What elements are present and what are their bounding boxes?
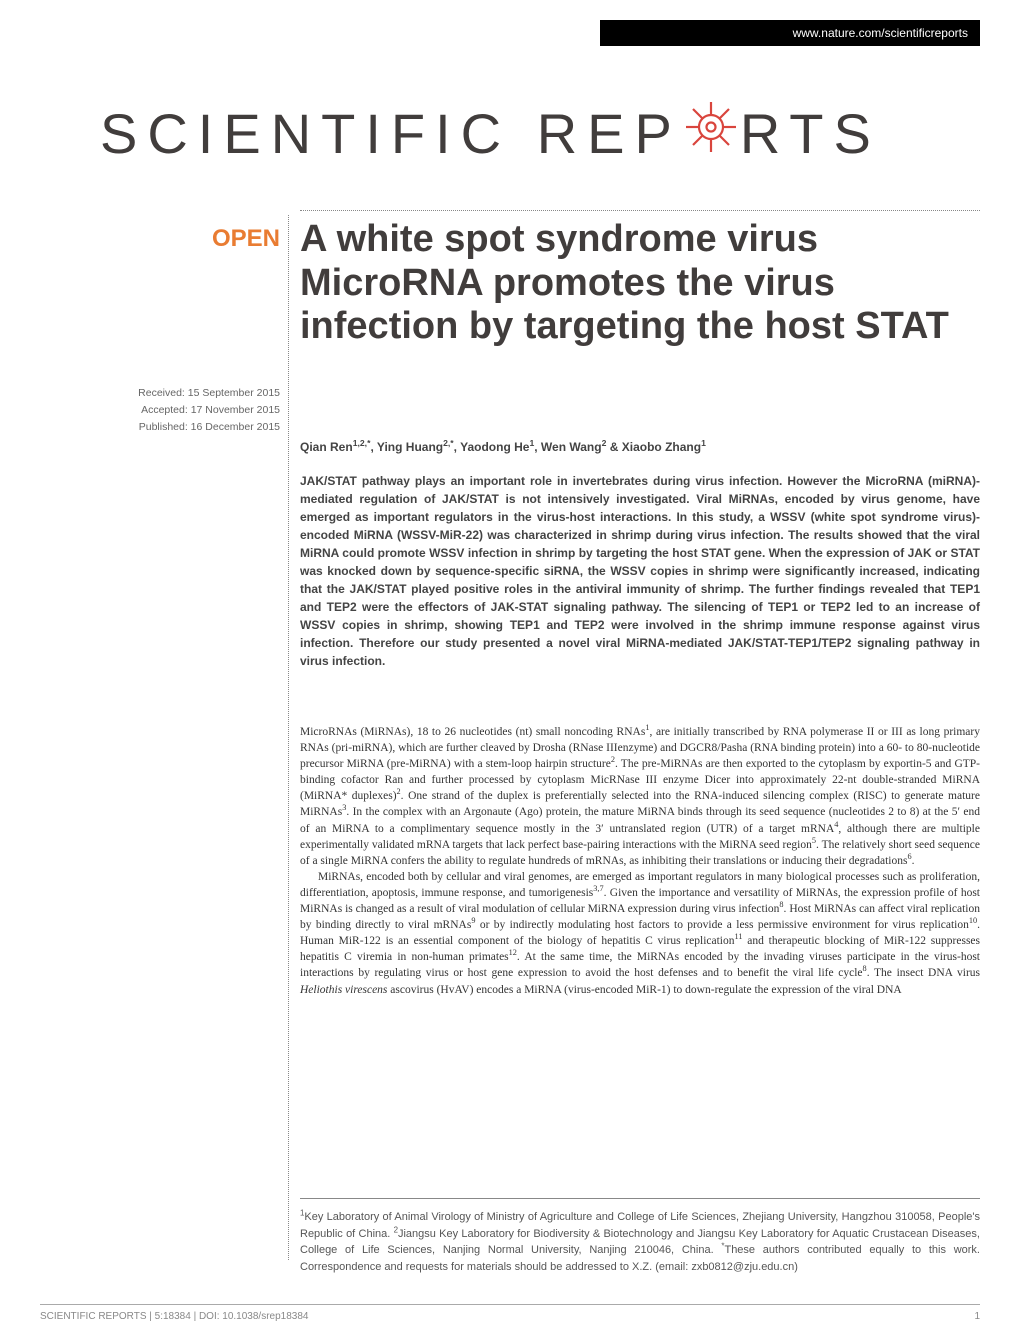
- article-title: A white spot syndrome virus MicroRNA pro…: [300, 218, 980, 349]
- body-para-2: MiRNAs, encoded both by cellular and vir…: [300, 869, 980, 998]
- publication-dates: Received: 15 September 2015 Accepted: 17…: [60, 385, 280, 435]
- article-abstract: JAK/STAT pathway plays an important role…: [300, 472, 980, 670]
- article-authors: Qian Ren1,2,*, Ying Huang2,*, Yaodong He…: [300, 440, 980, 454]
- body-para-1: MicroRNAs (MiRNAs), 18 to 26 nucleotides…: [300, 724, 980, 869]
- top-divider: [300, 210, 980, 211]
- gear-icon: [684, 100, 738, 167]
- open-access-badge: OPEN: [60, 225, 280, 253]
- logo-text: SCIENTIFIC REP RTS: [100, 100, 980, 167]
- accepted-date: Accepted: 17 November 2015: [60, 402, 280, 419]
- vertical-divider: [288, 215, 289, 1260]
- published-date: Published: 16 December 2015: [60, 419, 280, 436]
- logo-word-1: SCIENTIFIC: [100, 101, 511, 166]
- journal-logo: SCIENTIFIC REP RTS: [100, 100, 980, 167]
- logo-word-2a: REP: [537, 101, 682, 166]
- footer-citation: SCIENTIFIC REPORTS | 5:18384 | DOI: 10.1…: [40, 1311, 308, 1322]
- author-affiliations: 1Key Laboratory of Animal Virology of Mi…: [300, 1198, 980, 1275]
- footer-page-number: 1: [974, 1311, 980, 1322]
- article-body: MicroRNAs (MiRNAs), 18 to 26 nucleotides…: [300, 724, 980, 998]
- page-footer: SCIENTIFIC REPORTS | 5:18384 | DOI: 10.1…: [40, 1304, 980, 1322]
- journal-url: www.nature.com/scientificreports: [793, 26, 968, 40]
- journal-url-bar: www.nature.com/scientificreports: [600, 20, 980, 46]
- received-date: Received: 15 September 2015: [60, 385, 280, 402]
- logo-word-2b: RTS: [740, 101, 881, 166]
